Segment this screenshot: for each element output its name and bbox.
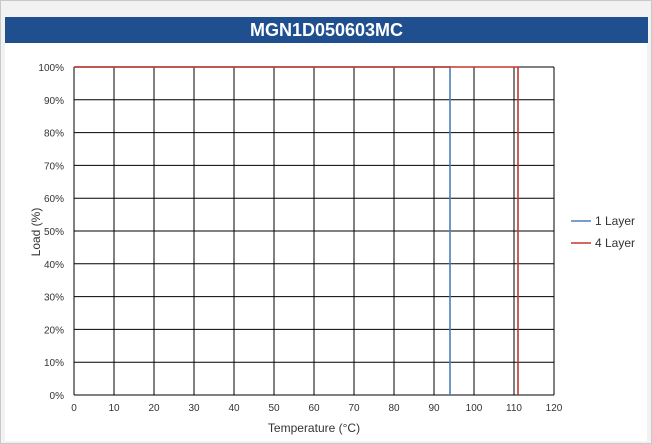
chart-title-bar: MGN1D050603MC [5, 17, 648, 43]
series-line-2 [74, 66, 519, 395]
y-tick-label: 0% [50, 391, 65, 402]
plot-background [5, 43, 647, 441]
x-tick-label: 60 [308, 403, 320, 414]
series-lines [74, 66, 519, 395]
x-tick-labels: 0 10 20 30 40 50 60 70 80 90 100 110 120 [71, 403, 563, 414]
x-tick-label: 30 [188, 403, 200, 414]
y-tick-label: 10% [44, 358, 64, 369]
x-tick-label: 70 [348, 403, 360, 414]
x-tick-label: 100 [466, 403, 483, 414]
y-tick-label: 70% [44, 161, 64, 172]
y-tick-labels: 0% 10% 20% 30% 40% 50% 60% 70% 80% 90% 100% [38, 63, 64, 402]
y-tick-label: 80% [44, 129, 64, 140]
x-tick-label: 20 [148, 403, 160, 414]
x-tick-label: 120 [546, 403, 563, 414]
legend-label-2: 4 Layer [595, 236, 635, 250]
x-tick-label: 90 [428, 403, 440, 414]
y-tick-label: 30% [44, 293, 64, 304]
y-axis-title: Load (%) [29, 208, 43, 257]
y-tick-label: 40% [44, 260, 64, 271]
x-tick-label: 110 [506, 403, 522, 414]
x-tick-label: 10 [108, 403, 120, 414]
x-tick-label: 0 [71, 403, 77, 414]
x-axis-title: Temperature (°C) [268, 421, 360, 435]
grid-lines [73, 66, 555, 396]
chart-title: MGN1D050603MC [249, 19, 404, 40]
legend: 1 Layer 4 Layer [571, 214, 635, 250]
y-tick-label: 90% [44, 96, 64, 107]
y-tick-label: 60% [44, 194, 64, 205]
x-tick-label: 80 [388, 403, 400, 414]
x-tick-label: 50 [268, 403, 280, 414]
y-tick-label: 20% [44, 325, 64, 336]
legend-label-1: 1 Layer [595, 214, 635, 228]
x-tick-label: 40 [228, 403, 240, 414]
y-tick-label: 50% [44, 227, 64, 238]
y-tick-label: 100% [38, 63, 64, 74]
